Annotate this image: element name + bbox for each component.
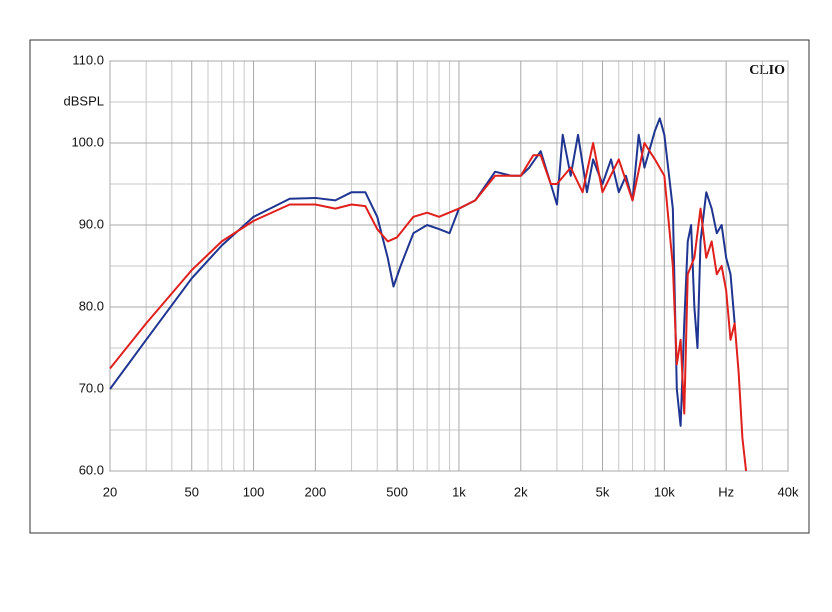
series-line bbox=[109, 117, 736, 427]
y-tick-label: 90.0 bbox=[79, 216, 104, 231]
x-tick-label: 1k bbox=[452, 484, 466, 499]
y-tick-label: 60.0 bbox=[79, 462, 104, 477]
y-tick-label: 80.0 bbox=[79, 298, 104, 313]
x-tick-label: 40k bbox=[778, 484, 799, 499]
x-tick-label: 5k bbox=[596, 484, 610, 499]
series-line bbox=[109, 142, 748, 472]
x-tick-label: 10k bbox=[654, 484, 675, 499]
x-tick-label: Hz bbox=[718, 484, 734, 499]
x-tick-label: 200 bbox=[305, 484, 327, 499]
x-tick-label: 100 bbox=[243, 484, 265, 499]
x-tick-label: 500 bbox=[386, 484, 408, 499]
y-tick-label: 110.0 bbox=[72, 52, 104, 67]
x-tick-label: 20 bbox=[103, 484, 117, 499]
x-tick-label: 50 bbox=[184, 484, 198, 499]
y-tick-label: 100.0 bbox=[71, 134, 104, 149]
annotation: CLIO bbox=[749, 63, 785, 78]
y-tick-label: 70.0 bbox=[79, 380, 104, 395]
x-tick-label: 2k bbox=[514, 484, 528, 499]
y-axis-label: dBSPL bbox=[64, 93, 104, 108]
